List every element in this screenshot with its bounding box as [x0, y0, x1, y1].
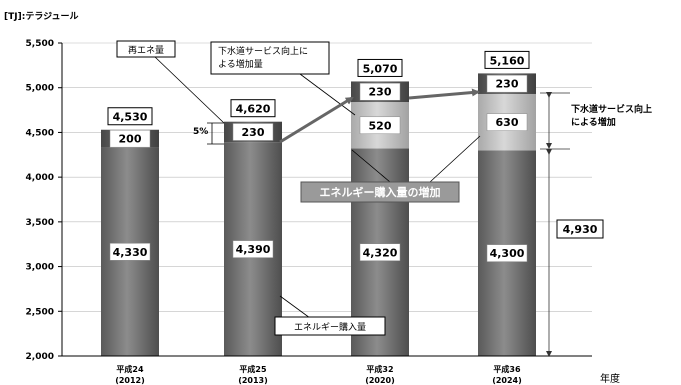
segment-value-label: 230: [496, 78, 519, 91]
segment-value-label: 4,300: [490, 247, 525, 260]
x-category-label: (2012): [115, 376, 145, 385]
x-axis-unit: 年度: [600, 372, 620, 385]
y-tick-label: 3,000: [26, 263, 54, 273]
segment-value-label: 4,320: [363, 246, 398, 259]
total-label-box: [107, 107, 153, 126]
x-category-label: (2020): [365, 376, 395, 385]
total-value-label: 5,160: [490, 54, 525, 67]
x-category-label: 平成25: [239, 364, 267, 374]
y-tick-label: 5,000: [26, 84, 54, 94]
total-value-label: 4,620: [236, 103, 271, 116]
x-category-label: 平成24: [116, 364, 144, 374]
purchase-increase-label: エネルギー購入量の増加: [320, 185, 441, 199]
x-axis-categories: 平成24 (2012) 平成25 (2013) 平成32 (2020) 平成36 (2024): [115, 364, 522, 385]
y-tick-label: 2,000: [26, 352, 54, 362]
segment-value-label: 230: [369, 86, 392, 99]
purchase-callout-box: [274, 316, 386, 336]
segment-value-label: 200: [119, 133, 142, 146]
service-increase-leader-line: [299, 73, 356, 116]
total-label-box: [230, 99, 276, 118]
five-percent-label: 5%: [193, 127, 208, 137]
segment-value-label: 4,390: [236, 243, 271, 256]
segment-label-box: [232, 240, 274, 258]
x-category-label: (2013): [238, 376, 268, 385]
growth-arrow-2: [408, 88, 480, 100]
purchase-leader-line: [279, 295, 311, 319]
segment-value-label: 4,330: [113, 246, 148, 259]
segment-label-box: [109, 243, 151, 261]
service-increase-right-label: 下水道サービス向上による増加: [571, 103, 652, 128]
y-tick-label: 4,000: [26, 173, 54, 183]
purchase-increase-leader-2: [429, 135, 481, 183]
total-label-box: [484, 50, 530, 69]
segment-label-box: [359, 116, 401, 135]
service-increase-callout-box: [210, 41, 330, 75]
segment-label-box: [359, 82, 401, 101]
annotation-line: による増加: [571, 116, 616, 128]
segment-value-label: 520: [369, 119, 392, 132]
renewable-leader-line: [154, 56, 225, 124]
segment-label-box: [486, 244, 528, 262]
purchase-increase-leader-1: [351, 149, 391, 183]
x-category-label: 平成36: [493, 364, 521, 374]
y-tick-label: 2,500: [26, 307, 54, 317]
total-value-label: 4,530: [113, 111, 148, 124]
total-label-box: [357, 58, 403, 77]
segment-label-box: [486, 113, 528, 131]
x-category-label: (2024): [492, 376, 522, 385]
growth-arrow-1: [279, 96, 354, 144]
y-tick-label: 3,500: [26, 218, 54, 228]
annotations: 再エネ量 下水道サービス向上による増加量 5% エネルギー購入量の増加 エネルギ…: [116, 40, 652, 357]
bar-group: 4,330 200 4,530 4,390 230 4,620 4,320 520 230 5,0…: [101, 50, 536, 356]
y-axis-ticks: 2,000 2,500 3,000 3,500 4,000 4,500 5,000 5,500: [26, 39, 62, 362]
y-tick-label: 4,500: [26, 128, 54, 138]
renewable-callout-label: 再エネ量: [128, 45, 164, 56]
y-tick-label: 5,500: [26, 39, 54, 49]
segment-label-box: [486, 74, 528, 93]
annotation-line: よる増加量: [218, 58, 263, 70]
segment-value-label: 630: [496, 116, 519, 129]
bracket-value: 4,930: [563, 223, 598, 236]
unit-label: [TJ]:テラジュール: [4, 11, 79, 22]
purchase-increase-box: [300, 181, 460, 203]
annotation-line: 下水道サービス向上に: [218, 45, 308, 57]
bracket-value-box: [556, 219, 604, 239]
x-category-label: 平成32: [366, 364, 393, 374]
segment-label-box: [109, 129, 151, 148]
segment-label-box: [359, 243, 401, 262]
service-increase-callout-label: 下水道サービス向上による増加量: [218, 45, 308, 70]
segment-label-box: [232, 123, 274, 141]
total-value-label: 5,070: [363, 62, 398, 75]
annotation-line: 下水道サービス向上: [571, 103, 652, 115]
renewable-callout-box: [116, 40, 176, 58]
segment-value-label: 230: [242, 126, 265, 139]
purchase-callout-label: エネルギー購入量: [294, 321, 366, 333]
